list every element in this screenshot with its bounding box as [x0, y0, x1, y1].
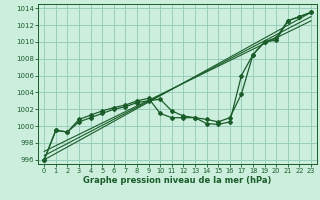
X-axis label: Graphe pression niveau de la mer (hPa): Graphe pression niveau de la mer (hPa)	[84, 176, 272, 185]
